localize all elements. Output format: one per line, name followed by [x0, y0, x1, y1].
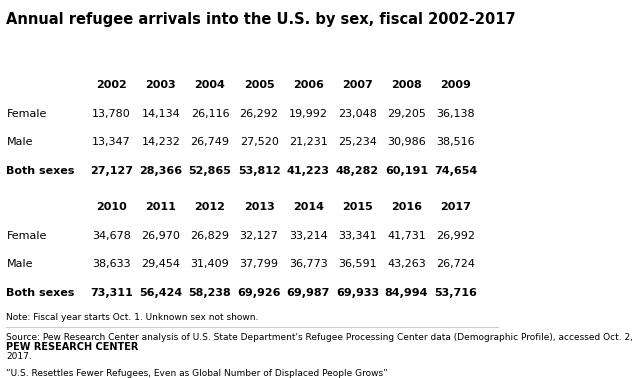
Text: 26,116: 26,116 — [191, 109, 229, 119]
Text: 58,238: 58,238 — [189, 288, 231, 298]
Text: 43,263: 43,263 — [387, 259, 426, 269]
Text: 2006: 2006 — [293, 80, 324, 90]
Text: 2007: 2007 — [342, 80, 372, 90]
Text: 2013: 2013 — [244, 202, 275, 212]
Text: 2017.: 2017. — [6, 352, 32, 361]
Text: 69,987: 69,987 — [287, 288, 330, 298]
Text: 38,516: 38,516 — [436, 138, 475, 147]
Text: 56,424: 56,424 — [140, 288, 182, 298]
Text: Source: Pew Research Center analysis of U.S. State Department's Refugee Processi: Source: Pew Research Center analysis of … — [6, 333, 633, 342]
Text: 2011: 2011 — [145, 202, 176, 212]
Text: 41,731: 41,731 — [387, 231, 426, 240]
Text: 74,654: 74,654 — [434, 166, 477, 176]
Text: 27,127: 27,127 — [90, 166, 133, 176]
Text: 14,134: 14,134 — [141, 109, 180, 119]
Text: PEW RESEARCH CENTER: PEW RESEARCH CENTER — [6, 342, 139, 352]
Text: 26,829: 26,829 — [191, 231, 230, 240]
Text: 34,678: 34,678 — [92, 231, 131, 240]
Text: 26,724: 26,724 — [436, 259, 475, 269]
Text: 2015: 2015 — [342, 202, 372, 212]
Text: 2014: 2014 — [292, 202, 324, 212]
Text: Annual refugee arrivals into the U.S. by sex, fiscal 2002-2017: Annual refugee arrivals into the U.S. by… — [6, 12, 516, 27]
Text: 13,780: 13,780 — [92, 109, 131, 119]
Text: 31,409: 31,409 — [191, 259, 229, 269]
Text: Female: Female — [6, 231, 47, 240]
Text: 26,749: 26,749 — [191, 138, 230, 147]
Text: Note: Fiscal year starts Oct. 1. Unknown sex not shown.: Note: Fiscal year starts Oct. 1. Unknown… — [6, 313, 259, 322]
Text: 53,812: 53,812 — [237, 166, 280, 176]
Text: 2016: 2016 — [391, 202, 422, 212]
Text: 52,865: 52,865 — [189, 166, 232, 176]
Text: 14,232: 14,232 — [141, 138, 180, 147]
Text: 26,992: 26,992 — [436, 231, 475, 240]
Text: 19,992: 19,992 — [289, 109, 328, 119]
Text: 2003: 2003 — [145, 80, 176, 90]
Text: 38,633: 38,633 — [92, 259, 131, 269]
Text: 30,986: 30,986 — [387, 138, 426, 147]
Text: Male: Male — [6, 259, 33, 269]
Text: 2005: 2005 — [244, 80, 275, 90]
Text: 33,214: 33,214 — [289, 231, 328, 240]
Text: 2012: 2012 — [195, 202, 225, 212]
Text: 53,716: 53,716 — [434, 288, 477, 298]
Text: 2010: 2010 — [96, 202, 127, 212]
Text: 36,591: 36,591 — [338, 259, 377, 269]
Text: Both sexes: Both sexes — [6, 166, 75, 176]
Text: 36,138: 36,138 — [436, 109, 475, 119]
Text: 29,205: 29,205 — [387, 109, 426, 119]
Text: 2002: 2002 — [96, 80, 127, 90]
Text: 26,292: 26,292 — [239, 109, 278, 119]
Text: “U.S. Resettles Fewer Refugees, Even as Global Number of Displaced People Grows”: “U.S. Resettles Fewer Refugees, Even as … — [6, 369, 388, 378]
Text: 13,347: 13,347 — [92, 138, 131, 147]
Text: 23,048: 23,048 — [338, 109, 377, 119]
Text: Male: Male — [6, 138, 33, 147]
Text: 84,994: 84,994 — [385, 288, 428, 298]
Text: 2017: 2017 — [440, 202, 471, 212]
Text: 2009: 2009 — [440, 80, 471, 90]
Text: 41,223: 41,223 — [287, 166, 330, 176]
Text: 36,773: 36,773 — [289, 259, 328, 269]
Text: 69,926: 69,926 — [237, 288, 281, 298]
Text: 26,970: 26,970 — [141, 231, 180, 240]
Text: Female: Female — [6, 109, 47, 119]
Text: 48,282: 48,282 — [336, 166, 379, 176]
Text: Both sexes: Both sexes — [6, 288, 75, 298]
Text: 60,191: 60,191 — [385, 166, 428, 176]
Text: 33,341: 33,341 — [338, 231, 377, 240]
Text: 29,454: 29,454 — [141, 259, 180, 269]
Text: 21,231: 21,231 — [289, 138, 328, 147]
Text: 37,799: 37,799 — [239, 259, 278, 269]
Text: 25,234: 25,234 — [338, 138, 377, 147]
Text: 73,311: 73,311 — [90, 288, 133, 298]
Text: 2004: 2004 — [195, 80, 225, 90]
Text: 27,520: 27,520 — [239, 138, 278, 147]
Text: 2008: 2008 — [391, 80, 422, 90]
Text: 32,127: 32,127 — [239, 231, 278, 240]
Text: 28,366: 28,366 — [140, 166, 182, 176]
Text: 69,933: 69,933 — [336, 288, 379, 298]
